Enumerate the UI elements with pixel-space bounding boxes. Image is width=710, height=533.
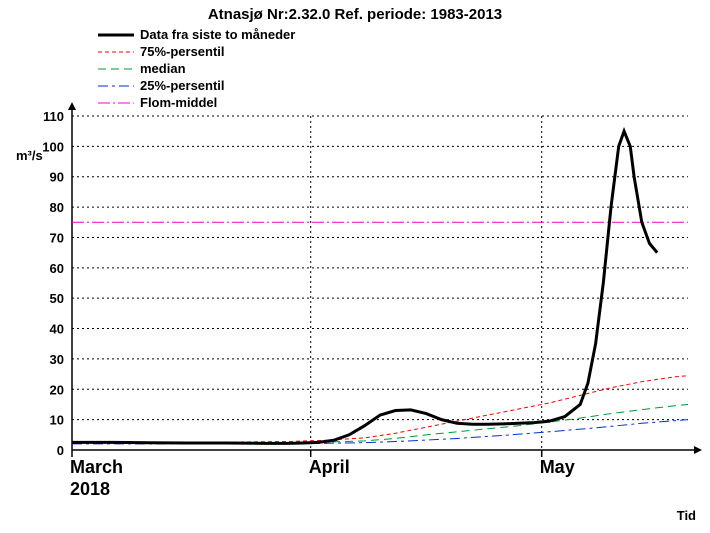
svg-text:0: 0 [57,443,64,458]
x-tick-label: May [540,457,575,478]
svg-text:40: 40 [50,322,64,337]
series-data-siste-to-maneder [72,131,657,443]
svg-text:10: 10 [50,413,64,428]
svg-text:100: 100 [42,139,64,154]
svg-text:70: 70 [50,230,64,245]
plot-area: 0 10 20 30 40 50 60 70 80 90 100 110 [0,0,710,533]
x-tick-labels: March April May 2018 [0,457,710,497]
svg-text:110: 110 [43,109,64,124]
svg-text:30: 30 [50,352,64,367]
svg-text:20: 20 [50,382,64,397]
x-tick-label: April [309,457,350,478]
x-tick-label: March [70,457,123,478]
svg-text:90: 90 [50,170,64,185]
svg-text:60: 60 [50,261,64,276]
series-75-persentil [72,376,688,442]
series-median [72,404,688,443]
hydrograph-chart: { "title": "Atnasjø Nr:2.32.0 Ref. perio… [0,0,710,533]
svg-text:50: 50 [50,291,64,306]
year-label: 2018 [70,479,110,500]
svg-text:80: 80 [50,200,64,215]
series-25-persentil [72,420,688,444]
